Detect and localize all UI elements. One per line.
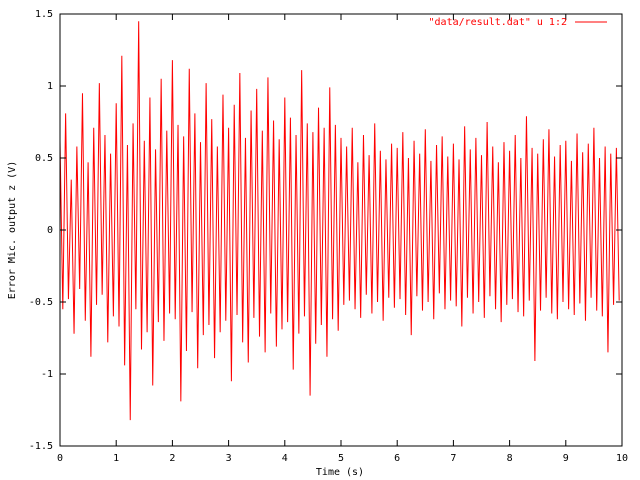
x-tick-label: 4: [282, 453, 288, 464]
x-tick-label: 0: [57, 453, 63, 464]
y-tick-label: -1.5: [29, 441, 53, 452]
y-tick-label: 0: [47, 225, 53, 236]
x-tick-label: 3: [226, 453, 232, 464]
y-tick-label: 1.5: [35, 9, 53, 20]
legend-label: "data/result.dat" u 1:2: [429, 17, 567, 28]
y-tick-label: -0.5: [29, 297, 53, 308]
x-axis-label: Time (s): [316, 467, 364, 478]
x-tick-label: 9: [563, 453, 569, 464]
y-tick-label: 0.5: [35, 153, 53, 164]
plot-border: [59, 13, 623, 447]
x-tick-label: 10: [616, 453, 628, 464]
x-tick-label: 6: [394, 453, 400, 464]
y-axis-label: Error Mic. output z (V): [7, 161, 18, 299]
x-tick-label: 7: [450, 453, 456, 464]
y-tick-label: 1: [47, 81, 53, 92]
x-tick-label: 8: [507, 453, 513, 464]
data-line: [59, 21, 620, 421]
x-tick-label: 5: [338, 453, 344, 464]
x-tick-label: 1: [113, 453, 119, 464]
y-tick-label: -1: [41, 369, 53, 380]
x-tick-label: 2: [169, 453, 175, 464]
